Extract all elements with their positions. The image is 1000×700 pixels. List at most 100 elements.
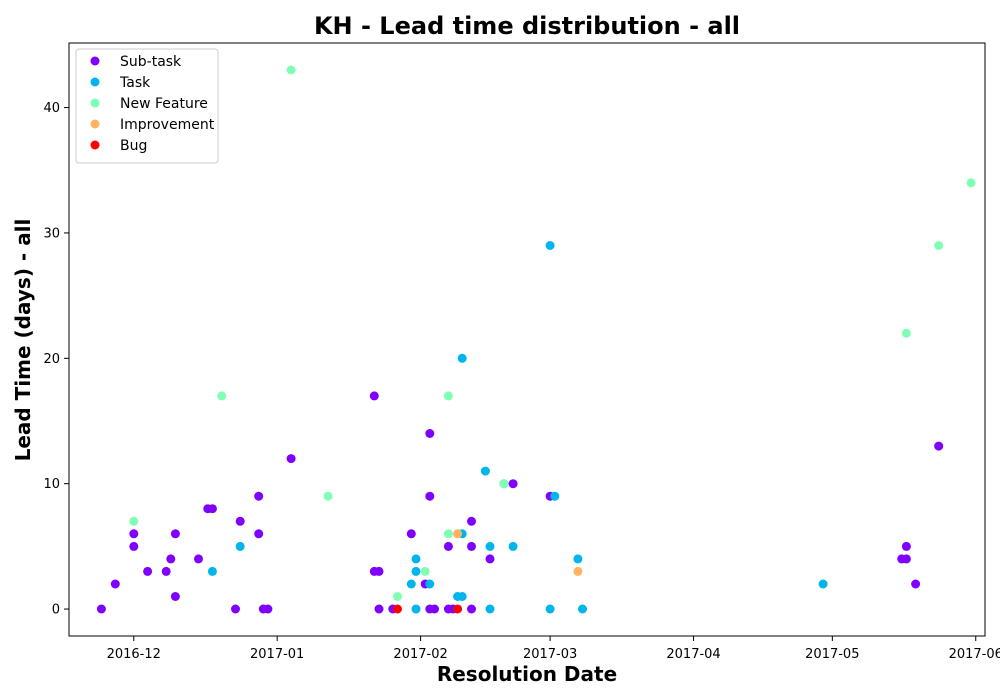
data-point-task-18 bbox=[550, 491, 560, 501]
data-point-sub-task-42 bbox=[911, 579, 921, 589]
legend-box bbox=[75, 48, 219, 164]
x-tick-label: 2017-05 bbox=[805, 647, 859, 662]
legend-marker-sub-task bbox=[90, 56, 100, 66]
data-point-task-3 bbox=[411, 554, 421, 564]
data-point-sub-task-15 bbox=[254, 529, 264, 539]
data-point-new-feature-5 bbox=[420, 566, 430, 576]
legend-label-new-feature: New Feature bbox=[120, 96, 208, 112]
y-axis-label: Lead Time (days) - all bbox=[11, 219, 35, 462]
data-point-sub-task-2 bbox=[129, 529, 139, 539]
data-point-sub-task-33 bbox=[467, 516, 476, 526]
data-point-task-17 bbox=[545, 604, 555, 614]
data-point-new-feature-0 bbox=[129, 516, 139, 526]
legend-marker-improvement bbox=[90, 119, 100, 129]
data-point-sub-task-18 bbox=[286, 454, 296, 464]
data-point-sub-task-34 bbox=[467, 541, 476, 551]
data-point-sub-task-6 bbox=[166, 554, 176, 564]
data-point-task-2 bbox=[406, 579, 416, 589]
x-tick-label: 2017-04 bbox=[666, 647, 720, 662]
plot-frame bbox=[68, 42, 986, 637]
y-axis: 0 10 20 30 40 bbox=[43, 101, 69, 618]
data-point-new-feature-10 bbox=[934, 241, 944, 250]
data-point-sub-task-4 bbox=[143, 566, 153, 576]
data-point-bug-0 bbox=[393, 604, 402, 614]
data-point-sub-task-13 bbox=[235, 516, 245, 526]
x-axis: 2016-12 2017-01 2017-02 2017-03 2017-04 2017-… bbox=[107, 636, 1000, 662]
y-tick-label: 10 bbox=[43, 477, 60, 492]
legend-label-sub-task: Sub-task bbox=[120, 54, 182, 70]
data-point-new-feature-9 bbox=[901, 328, 911, 338]
data-point-sub-task-22 bbox=[374, 604, 384, 614]
data-point-new-feature-6 bbox=[443, 391, 453, 401]
x-tick-label: 2017-01 bbox=[250, 647, 304, 662]
data-point-improvement-0 bbox=[453, 529, 463, 539]
data-point-sub-task-14 bbox=[254, 491, 264, 501]
x-axis-label: Resolution Date bbox=[437, 662, 617, 686]
data-point-sub-task-41 bbox=[901, 541, 911, 551]
data-point-sub-task-5 bbox=[161, 566, 171, 576]
y-tick-label: 0 bbox=[52, 603, 60, 618]
data-point-new-feature-8 bbox=[499, 479, 509, 489]
x-tick-label: 2017-03 bbox=[523, 647, 577, 662]
data-point-sub-task-21 bbox=[374, 566, 384, 576]
data-point-sub-task-30 bbox=[443, 541, 453, 551]
legend-label-task: Task bbox=[119, 75, 151, 91]
legend-label-improvement: Improvement bbox=[120, 117, 215, 133]
data-point-improvement-1 bbox=[573, 566, 583, 576]
data-point-sub-task-17 bbox=[263, 604, 273, 614]
data-point-task-19 bbox=[573, 554, 583, 564]
data-point-sub-task-19 bbox=[369, 391, 379, 401]
data-point-sub-task-27 bbox=[425, 491, 435, 501]
x-tick-label: 2017-06 bbox=[949, 647, 1000, 662]
data-point-task-5 bbox=[411, 604, 421, 614]
data-point-task-15 bbox=[508, 541, 518, 551]
data-point-sub-task-8 bbox=[170, 592, 180, 601]
data-point-sub-task-35 bbox=[467, 604, 476, 614]
data-point-task-6 bbox=[425, 579, 435, 589]
data-point-sub-task-24 bbox=[406, 529, 416, 539]
data-point-task-10 bbox=[457, 353, 467, 363]
data-point-task-20 bbox=[578, 604, 587, 614]
x-tick-label: 2016-12 bbox=[107, 647, 161, 662]
data-point-task-16 bbox=[545, 241, 555, 250]
data-point-task-13 bbox=[485, 604, 495, 614]
data-point-new-feature-7 bbox=[443, 529, 453, 539]
y-tick-label: 30 bbox=[43, 226, 60, 241]
data-point-task-8 bbox=[457, 592, 467, 601]
data-point-sub-task-40 bbox=[901, 554, 911, 564]
data-point-sub-task-28 bbox=[425, 429, 435, 438]
data-point-sub-task-0 bbox=[96, 604, 106, 614]
data-point-sub-task-9 bbox=[194, 554, 203, 564]
data-point-sub-task-12 bbox=[231, 604, 240, 614]
legend: Sub-task Task New Feature Improvement Bug bbox=[75, 48, 219, 164]
data-point-new-feature-4 bbox=[393, 592, 402, 601]
data-point-new-feature-3 bbox=[323, 491, 333, 501]
data-point-sub-task-43 bbox=[934, 441, 944, 451]
data-point-sub-task-11 bbox=[207, 504, 217, 514]
data-point-task-12 bbox=[485, 541, 495, 551]
y-tick-label: 20 bbox=[43, 352, 60, 367]
data-point-bug-1 bbox=[453, 604, 463, 614]
data-point-sub-task-37 bbox=[508, 479, 518, 489]
data-point-sub-task-29 bbox=[430, 604, 439, 614]
data-point-new-feature-1 bbox=[217, 391, 227, 401]
data-point-sub-task-36 bbox=[485, 554, 495, 564]
points-layer bbox=[96, 65, 976, 614]
data-point-new-feature-2 bbox=[286, 65, 296, 75]
chart-title: KH - Lead time distribution - all bbox=[314, 12, 740, 40]
y-tick-label: 40 bbox=[43, 101, 60, 116]
data-point-task-4 bbox=[411, 566, 421, 576]
legend-label-bug: Bug bbox=[120, 138, 147, 154]
data-point-new-feature-11 bbox=[966, 178, 976, 188]
data-point-sub-task-7 bbox=[170, 529, 180, 539]
data-point-task-21 bbox=[818, 579, 828, 589]
data-point-sub-task-1 bbox=[110, 579, 120, 589]
legend-marker-task bbox=[90, 77, 100, 87]
legend-marker-bug bbox=[90, 140, 100, 150]
legend-marker-new-feature bbox=[90, 98, 100, 108]
data-point-task-11 bbox=[480, 466, 490, 476]
data-point-sub-task-3 bbox=[129, 541, 139, 551]
data-point-task-0 bbox=[207, 566, 217, 576]
data-point-task-1 bbox=[235, 541, 245, 551]
